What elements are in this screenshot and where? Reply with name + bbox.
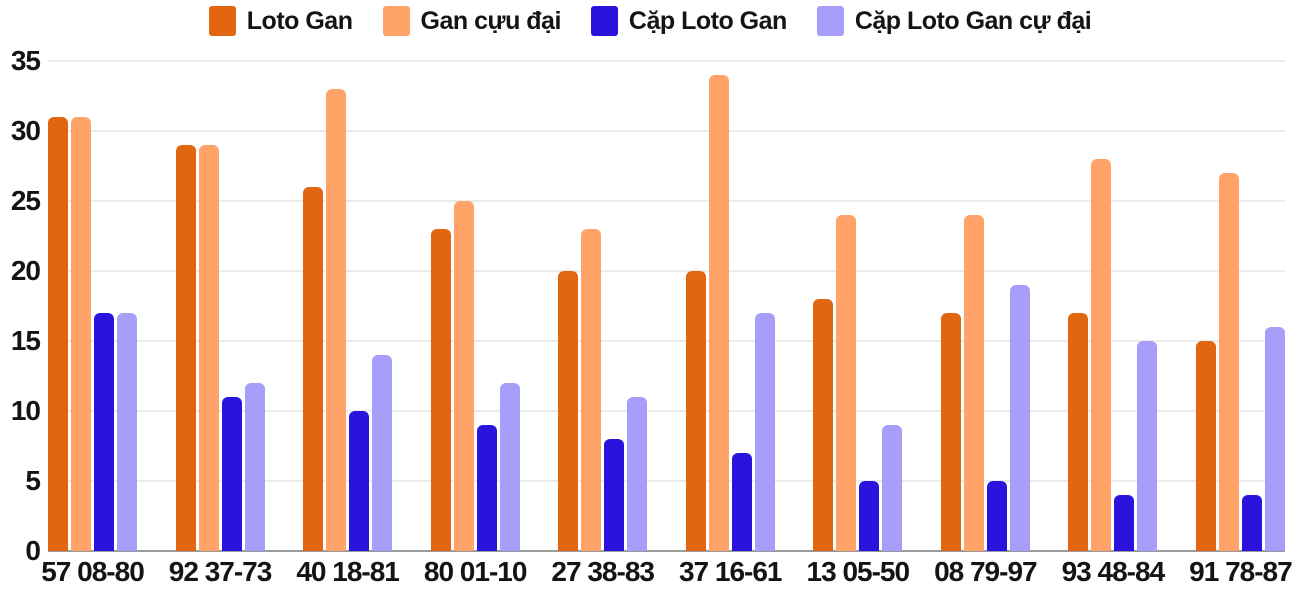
gridline	[48, 340, 1285, 342]
x-axis-category-label: 91 78-87	[1189, 556, 1293, 587]
bar	[372, 355, 393, 551]
bar	[1218, 173, 1239, 551]
bar-group	[685, 61, 775, 551]
x-axis-category-label: 57 08-80	[41, 556, 145, 587]
bar	[1241, 495, 1262, 551]
bar	[1009, 285, 1030, 551]
plot-area	[48, 60, 1285, 552]
bar	[499, 383, 520, 551]
bar	[117, 313, 137, 551]
y-axis-tick-label: 25	[10, 185, 41, 216]
bar	[558, 271, 579, 551]
bar	[940, 313, 961, 551]
x-axis-category-label: 92 37-73	[168, 556, 273, 587]
gridline	[48, 130, 1285, 132]
bar-group	[558, 61, 648, 551]
bar	[1264, 327, 1285, 551]
x-axis-category-label: 37 16-61	[678, 556, 783, 587]
x-axis: 57 08-80 92 37-73 40 18-81 80 01-10 27 38-83…	[41, 556, 1293, 588]
bar	[175, 145, 196, 551]
chart-legend: Loto Gan Gan cựu đại Cặp Loto Gan Cặp Loto …	[0, 6, 1300, 36]
bar	[198, 145, 219, 551]
y-axis-tick-label: 5	[25, 465, 41, 496]
gridline	[48, 480, 1285, 482]
legend-label: Cặp Loto Gan	[628, 6, 787, 35]
bar	[349, 411, 370, 551]
y-axis-tick-label: 35	[10, 45, 41, 76]
legend-item[interactable]: Gan cựu đại	[382, 6, 562, 36]
x-axis-category-label: 13 05-50	[806, 556, 911, 587]
bar	[986, 481, 1007, 551]
bar	[303, 187, 324, 551]
bar	[604, 439, 625, 551]
x-axis-category-label: 27 38-83	[551, 556, 655, 587]
axis-baseline	[48, 550, 1285, 552]
gridline	[48, 200, 1285, 202]
legend-item[interactable]: Cặp Loto Gan cự đại	[816, 6, 1092, 36]
bar	[94, 313, 114, 551]
bar-group	[430, 61, 520, 551]
bar	[1068, 313, 1089, 551]
gridline	[48, 410, 1285, 412]
bar	[627, 397, 648, 551]
bar	[731, 453, 752, 551]
bar	[326, 89, 347, 551]
bar	[836, 215, 857, 551]
bar	[476, 425, 497, 551]
bar-group	[1068, 61, 1158, 551]
bar	[882, 425, 903, 551]
bar	[708, 75, 729, 551]
bar	[754, 313, 775, 551]
legend-label: Gan cựu đại	[420, 6, 562, 35]
bar	[1137, 341, 1158, 551]
y-axis-tick-label: 20	[10, 255, 41, 286]
legend-swatch-icon	[208, 6, 236, 36]
bar	[244, 383, 265, 551]
bar-group	[1195, 61, 1285, 551]
legend-item[interactable]: Loto Gan	[208, 6, 353, 36]
x-axis-category-label: 93 48-84	[1061, 556, 1166, 587]
legend-swatch-icon	[382, 6, 410, 36]
bar	[48, 117, 68, 551]
bar	[581, 229, 602, 551]
bar-groups	[48, 61, 1285, 551]
bar	[71, 117, 91, 551]
bar-group	[940, 61, 1030, 551]
bar	[963, 215, 984, 551]
y-axis-tick-label: 0	[25, 535, 41, 566]
bar	[221, 397, 242, 551]
bar	[859, 481, 880, 551]
legend-swatch-icon	[816, 6, 844, 36]
bar-group	[303, 61, 393, 551]
y-axis-tick-label: 30	[10, 115, 41, 146]
bar-group	[813, 61, 903, 551]
x-axis-category-label: 08 79-97	[934, 556, 1038, 587]
bar-group	[48, 61, 137, 551]
bar-group	[175, 61, 265, 551]
gridline	[48, 60, 1285, 62]
bar	[453, 201, 474, 551]
bar	[813, 299, 834, 551]
bar	[430, 229, 451, 551]
legend-label: Cặp Loto Gan cự đại	[854, 6, 1092, 35]
bar	[1091, 159, 1112, 551]
x-axis-category-label: 80 01-10	[423, 556, 528, 587]
y-axis-tick-label: 10	[10, 395, 41, 426]
legend-label: Loto Gan	[246, 6, 353, 35]
legend-item[interactable]: Cặp Loto Gan	[590, 6, 787, 36]
y-axis-tick-label: 15	[10, 325, 41, 356]
legend-swatch-icon	[590, 6, 618, 36]
bar	[1195, 341, 1216, 551]
x-axis-category-label: 40 18-81	[296, 556, 400, 587]
bar	[1114, 495, 1135, 551]
gridline	[48, 270, 1285, 272]
bar	[685, 271, 706, 551]
